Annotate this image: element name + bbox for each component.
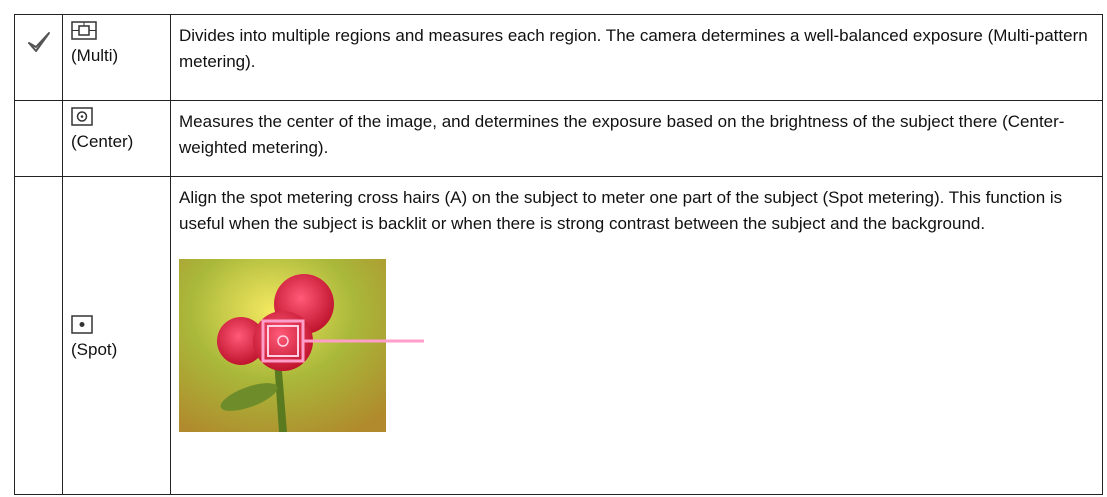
- metering-table: (Multi) Divides into multiple regions an…: [14, 14, 1103, 495]
- check-icon: [27, 32, 50, 52]
- spot-icon: [71, 314, 93, 334]
- mode-label: (Spot): [71, 339, 118, 359]
- example-figure: [179, 259, 479, 434]
- mode-cell: (Center): [62, 100, 171, 177]
- mode-label: (Center): [71, 132, 134, 151]
- multi-icon: [71, 21, 97, 40]
- center-icon: [71, 107, 93, 126]
- check-cell: [14, 100, 63, 177]
- row: (Spot) Align the spot metering cross hai…: [14, 176, 1103, 495]
- description: Divides into multiple regions and measur…: [170, 14, 1103, 101]
- mode-cell: (Multi): [62, 14, 171, 101]
- description-text: Align the spot metering cross hairs (A) …: [179, 188, 1063, 233]
- mode-cell: (Spot): [62, 176, 171, 495]
- row: (Multi) Divides into multiple regions an…: [14, 14, 1103, 101]
- description: Measures the center of the image, and de…: [170, 100, 1103, 177]
- row: (Center) Measures the center of the imag…: [14, 100, 1103, 177]
- mode-label: (Multi): [71, 46, 119, 65]
- check-cell: [14, 14, 63, 101]
- description: Align the spot metering cross hairs (A) …: [170, 176, 1103, 495]
- example-photo: [179, 259, 424, 432]
- check-cell: [14, 176, 63, 495]
